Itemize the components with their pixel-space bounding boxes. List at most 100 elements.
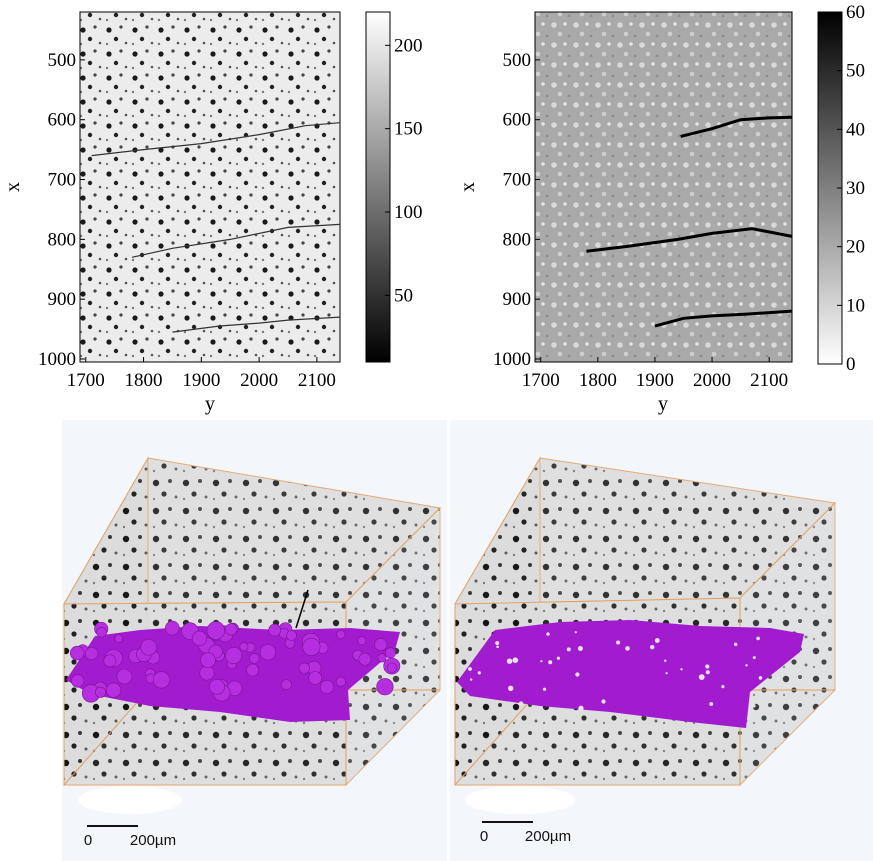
crack-line [680,115,793,138]
y-axis-label: x [2,182,24,192]
x-axis-label: y [658,393,668,415]
cluster-hole [721,685,725,689]
y-tick-label: 700 [503,170,532,191]
cluster-sphere [95,686,107,698]
cluster-hole [616,640,621,645]
cluster-sphere [259,644,277,661]
y-axis-ticks: 500 600 700 800 900 1000 [493,50,540,370]
volume-render-left: 0 200µm [62,420,447,861]
colorbar-tick-label: 200 [394,35,423,56]
cluster-sphere [96,627,107,638]
crack-line [91,122,341,157]
colorbar-tick-label: 50 [394,285,413,306]
x-axis-ticks: 1700 1800 1900 2000 2100 [67,357,336,391]
cluster-sphere [336,629,346,639]
cluster-sphere [384,647,396,659]
y-tick-label: 900 [503,289,532,310]
cluster-sphere [199,665,215,681]
crack-line [172,316,341,333]
x-tick-label: 1800 [125,370,163,391]
crack-lines [586,115,793,328]
cluster-hole [495,641,500,646]
crack-line [131,223,341,258]
cluster-hole [542,687,547,691]
heatmap-image [79,11,341,363]
cluster-sphere [84,646,99,661]
cluster-hole [577,646,583,651]
cluster-spheres [69,620,401,703]
cluster-hole [468,667,472,671]
colorbar-tick-label: 40 [846,119,865,140]
cluster-hole [705,664,710,669]
colorbar-tick-label: 60 [846,2,865,23]
cluster-sphere [319,679,334,694]
crack-line [654,309,793,328]
x-tick-label: 1900 [182,370,220,391]
cluster-sphere [206,621,226,640]
cluster-sphere [374,638,388,652]
y-tick-label: 600 [503,110,532,131]
cluster-hole [512,657,519,663]
cluster-hole [758,676,763,680]
cluster-hole [508,685,514,691]
colorbar-tick-label: 150 [394,119,423,140]
cluster-hole [574,631,577,634]
cluster-sphere [200,652,216,669]
cluster-sphere [376,678,394,696]
scalebar-end-label: 200µm [130,832,176,849]
scalebar-background [465,786,575,814]
scalebar-end-label: 200µm [525,828,571,845]
cluster-sphere [335,676,346,687]
colorbar [365,11,391,363]
cluster-hole [546,632,550,636]
cluster-hole [496,645,499,649]
cluster-sphere [357,636,367,646]
x-tick-label: 1700 [67,370,105,391]
cluster-sphere [140,638,157,656]
y-tick-label: 600 [48,110,77,131]
cluster-sphere [246,663,259,677]
volume-edge [454,689,541,786]
cluster-hole [470,678,473,681]
cluster-hole [752,656,756,660]
colorbar-ticks: 0 10 20 30 40 50 60 [837,2,865,375]
x-tick-label: 1700 [522,370,560,391]
colorbar-tick-label: 100 [394,202,423,223]
cluster-hole [578,705,584,711]
cluster-sphere [116,668,133,685]
cluster-hole [756,636,760,641]
cluster-sphere [114,634,123,643]
cluster-hole [548,660,553,665]
y-tick-label: 1000 [38,349,76,370]
x-tick-label: 2100 [750,370,788,391]
crack-line [586,227,793,253]
cluster-sphere [268,623,282,637]
y-axis-ticks: 500 600 700 800 900 1000 [38,50,85,370]
cluster-sphere [191,630,208,647]
volume-render-right: 0 200µm [450,420,873,861]
cluster-hole [477,671,481,675]
volume-edge [63,689,149,786]
cluster-sphere [225,623,238,636]
cluster-sphere [386,662,398,673]
cluster-hole [556,656,561,660]
y-tick-label: 500 [48,50,77,71]
cluster-hole [752,704,756,708]
colorbar-ticks: 50 100 150 200 [385,35,423,306]
cluster-hole [650,645,655,650]
cluster-hole [625,646,630,651]
cluster-hole [654,638,660,643]
y-tick-label: 1000 [493,349,531,370]
cluster-hole [745,664,748,667]
cluster-hole [601,699,606,704]
colorbar-tick-label: 20 [846,237,865,258]
scalebar-start-label: 0 [480,828,488,845]
cluster-sphere [152,671,171,689]
cluster-sphere [302,637,321,656]
cluster-sphere [286,630,297,641]
cluster-sphere [377,653,387,663]
heatmap-image [534,11,793,363]
x-tick-label: 1900 [636,370,674,391]
x-axis-ticks: 1700 1800 1900 2000 2100 [522,357,788,391]
